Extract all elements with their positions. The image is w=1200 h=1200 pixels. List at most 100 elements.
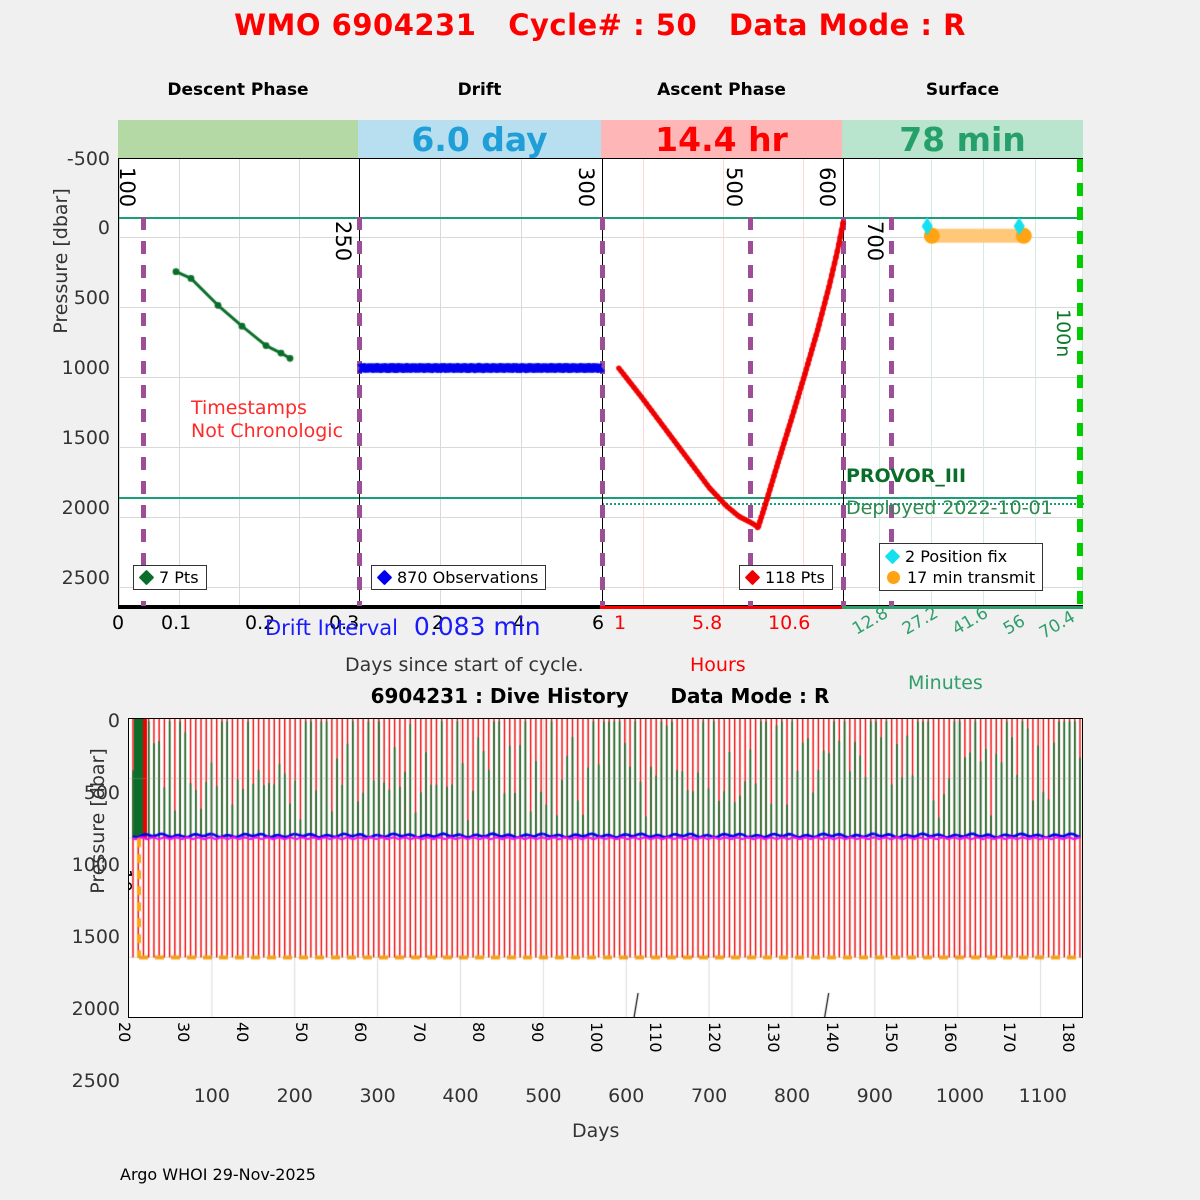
- event-label-600: 600: [815, 167, 839, 208]
- day-tick-500: 500: [525, 1085, 562, 1107]
- day-tick-600: 600: [608, 1085, 645, 1107]
- y-tick-0: 0: [97, 217, 110, 239]
- y-tick-2000: 2000: [61, 497, 110, 519]
- cycle-tick-60: 60: [351, 1022, 370, 1043]
- top-y-axis-label: Pressure [dbar]: [49, 188, 72, 334]
- event-label-300: 300: [574, 167, 598, 208]
- dive-history-plot: 10: [128, 718, 1083, 1018]
- cycle-tick-90: 90: [528, 1022, 547, 1043]
- cycle-tick-100: 100: [587, 1022, 606, 1053]
- day-tick-1100: 1100: [1018, 1085, 1067, 1107]
- event-label-250: 250: [331, 221, 355, 262]
- legend-position-fix-label: 2 Position fix: [905, 547, 1008, 566]
- event-label-500: 500: [722, 167, 746, 208]
- x-axis-hours-label: Hours: [690, 654, 746, 676]
- x-axis-minutes-label: Minutes: [908, 672, 983, 694]
- timestamp-warning: Timestamps Not Chronologic: [191, 397, 344, 443]
- cycle-tick-180: 180: [1059, 1022, 1078, 1053]
- phase-header-surface: Surface: [925, 80, 1000, 100]
- legend-position-fix: 2 Position fix: [884, 547, 1008, 566]
- legend-descent: 7 Pts: [133, 565, 207, 590]
- bottom-y-tick-500: 500: [83, 782, 120, 804]
- cycle-tick-130: 130: [764, 1022, 783, 1053]
- y-tick-1000: 1000: [61, 357, 110, 379]
- cycle-tick-30: 30: [174, 1022, 193, 1043]
- legend-transmit-label: 17 min transmit: [907, 568, 1036, 587]
- dive-history-canvas: [129, 719, 1082, 1017]
- event-label-700: 700: [863, 221, 887, 262]
- legend-drift-label: 870 Observations: [397, 568, 539, 587]
- footer-credit: Argo WHOI 29-Nov-2025: [120, 1165, 316, 1184]
- phase-header-drift: Drift: [457, 80, 502, 100]
- descent-marker-icon: [138, 569, 155, 586]
- y-tick-500: 500: [73, 287, 110, 309]
- legend-ascent: 118 Pts: [739, 565, 833, 590]
- bottom-y-tick-1500: 1500: [71, 926, 120, 948]
- bottom-y-tick-2500: 2500: [71, 1070, 120, 1092]
- x-tick-hours-10.6: 10.6: [768, 612, 811, 634]
- drift-interval-value: 0.083 min: [413, 612, 541, 641]
- cycle-tick-50: 50: [292, 1022, 311, 1043]
- transmit-icon: [887, 571, 900, 584]
- cycle-tick-140: 140: [823, 1022, 842, 1053]
- cycle-tick-120: 120: [705, 1022, 724, 1053]
- cycle-tick-110: 110: [646, 1022, 665, 1053]
- drift-interval-label: Drift Interval: [265, 616, 398, 640]
- phase-band-surface: 78 min: [842, 120, 1083, 158]
- phase-duration-band: 6.0 day 14.4 hr 78 min: [118, 120, 1083, 158]
- position-fix-icon: [884, 548, 901, 565]
- x-tick-days-6: 6: [592, 612, 605, 634]
- day-tick-100: 100: [193, 1085, 230, 1107]
- phase-header-descent: Descent Phase: [167, 80, 309, 100]
- day-tick-300: 300: [359, 1085, 396, 1107]
- cycle-tick-40: 40: [233, 1022, 252, 1043]
- drift-marker-icon: [376, 569, 393, 586]
- day-tick-900: 900: [856, 1085, 893, 1107]
- legend-ascent-label: 118 Pts: [765, 568, 825, 587]
- bottom-y-tick-0: 0: [107, 710, 120, 732]
- page-title: WMO 6904231 Cycle# : 50 Data Mode : R: [234, 8, 966, 42]
- x-tick-min-70.4: 70.4: [1036, 607, 1079, 644]
- day-tick-700: 700: [690, 1085, 728, 1107]
- x-tick-min-56: 56: [1000, 611, 1029, 640]
- x-tick-days-0: 0: [112, 612, 125, 634]
- float-type-label: PROVOR_III: [846, 465, 967, 487]
- park-depth-label: 10: [128, 869, 135, 892]
- phase-header-ascent: Ascent Phase: [657, 80, 786, 100]
- x-tick-hours-1: 1: [614, 612, 627, 634]
- legend-descent-label: 7 Pts: [159, 568, 199, 587]
- bottom-y-tick-1000: 1000: [71, 854, 120, 876]
- day-tick-200: 200: [276, 1085, 313, 1107]
- day-tick-800: 800: [773, 1085, 811, 1107]
- y-tick-1500: 1500: [61, 427, 110, 449]
- x-axis-days-label: Days since start of cycle.: [345, 654, 584, 676]
- dive-history-title: 6904231 : Dive History Data Mode : R: [370, 684, 830, 708]
- cycle-tick-70: 70: [410, 1022, 429, 1043]
- cycle-tick-160: 160: [941, 1022, 960, 1053]
- day-tick-1000: 1000: [935, 1085, 985, 1107]
- x-tick-days-4: 4: [513, 612, 526, 634]
- legend-transmit: 17 min transmit: [887, 568, 1035, 587]
- x-tick-days-2: 2: [432, 612, 445, 634]
- x-axis-days-segment: [118, 606, 600, 609]
- y-tick-2500: 2500: [61, 567, 110, 589]
- event-label-100: 100: [115, 167, 139, 208]
- cycle-tick-150: 150: [882, 1022, 901, 1053]
- phase-band-ascent: 14.4 hr: [601, 120, 842, 158]
- cycle-tick-20: 20: [115, 1022, 134, 1043]
- x-tick-days-0.3: 0.3: [329, 612, 360, 634]
- ascent-marker-icon: [744, 569, 761, 586]
- cycle-tick-170: 170: [1000, 1022, 1019, 1053]
- x-tick-days-0.1: 0.1: [161, 612, 192, 634]
- cycle-profile-panel: Descent Phase Drift Ascent Phase Surface…: [0, 80, 1200, 694]
- deploy-date-label: Deployed 2022-10-01: [846, 497, 1053, 519]
- legend-surface: 2 Position fix 17 min transmit: [879, 543, 1044, 591]
- bottom-x-axis-label: Days: [572, 1120, 620, 1142]
- x-axis-minutes-segment: [842, 606, 1083, 609]
- y-tick--500: -500: [66, 148, 110, 170]
- legend-drift: 870 Observations: [371, 565, 547, 590]
- cycle-profile-plot: 100 250 300 500 600 700 100n Timestamps …: [115, 158, 1084, 607]
- phase-band-drift: 6.0 day: [358, 120, 601, 158]
- bottom-y-tick-2000: 2000: [71, 998, 120, 1020]
- drift-interval-annotation: Drift Interval 0.083 min: [265, 612, 541, 641]
